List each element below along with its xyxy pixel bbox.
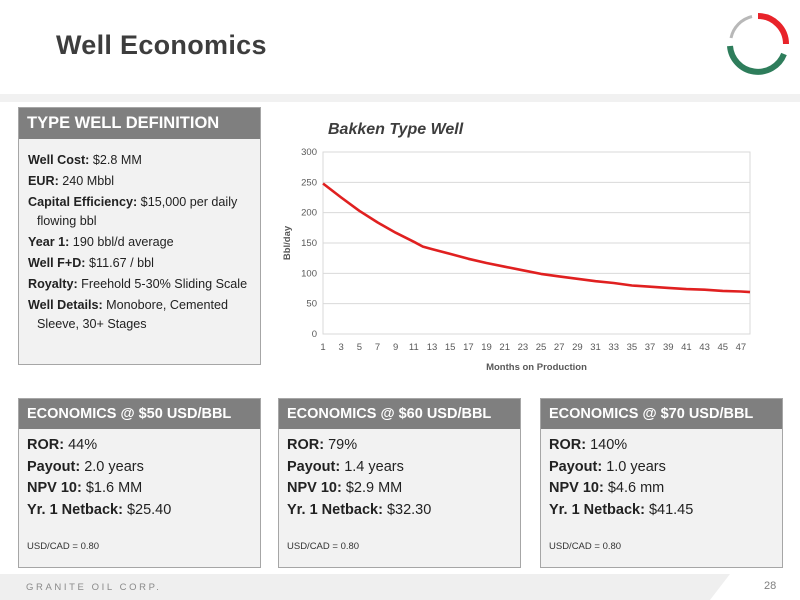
ror-line: ROR: 140%: [549, 437, 628, 453]
type-well-list: Well Cost: $2.8 MM EUR: 240 Mbbl Capital…: [19, 139, 260, 334]
footer-company: GRANITE OIL CORP.: [26, 582, 162, 593]
capital-efficiency-item: Capital Efficiency: $15,000 per daily fl…: [28, 195, 238, 228]
page-number: 28: [764, 580, 777, 592]
x-tick-label: 37: [645, 342, 656, 353]
y-tick-label: 250: [301, 177, 317, 188]
chart-title: Bakken Type Well: [328, 121, 464, 138]
page-title: Well Economics: [56, 30, 267, 60]
y-tick-label: 0: [312, 329, 317, 340]
x-tick-label: 17: [463, 342, 474, 353]
economics-60-heading: ECONOMICS @ $60 USD/BBL: [279, 399, 520, 429]
x-tick-label: 27: [554, 342, 565, 353]
npv-line: NPV 10: $1.6 MM: [27, 480, 143, 496]
economics-60-panel: ECONOMICS @ $60 USD/BBL ROR: 79% Payout:…: [278, 398, 521, 568]
ror-line: ROR: 79%: [287, 437, 358, 453]
type-well-definition-panel: TYPE WELL DEFINITION Well Cost: $2.8 MM …: [18, 107, 261, 365]
x-tick-label: 1: [320, 342, 325, 353]
x-tick-label: 25: [536, 342, 547, 353]
x-tick-label: 39: [663, 342, 674, 353]
economics-70-panel: ECONOMICS @ $70 USD/BBL ROR: 140% Payout…: [540, 398, 783, 568]
netback-line: Yr. 1 Netback: $32.30: [287, 501, 432, 518]
x-tick-label: 29: [572, 342, 583, 353]
x-tick-label: 13: [427, 342, 438, 353]
header-divider: [0, 94, 800, 102]
x-tick-label: 43: [699, 342, 710, 353]
x-tick-label: 11: [409, 342, 419, 353]
y-tick-label: 150: [301, 238, 317, 249]
x-tick-label: 31: [590, 342, 601, 353]
well-details-item: Well Details: Monobore, Cemented Sleeve,…: [28, 298, 228, 331]
eur-item: EUR: 240 Mbbl: [28, 174, 115, 188]
x-tick-label: 41: [681, 342, 692, 353]
x-tick-label: 5: [357, 342, 362, 353]
netback-line: Yr. 1 Netback: $25.40: [27, 501, 172, 518]
x-tick-label: 33: [608, 342, 619, 353]
production-decline-line: [322, 182, 751, 294]
x-axis-label: Months on Production: [486, 362, 587, 373]
y-tick-label: 50: [306, 299, 317, 310]
y-tick-label: 200: [301, 208, 317, 219]
payout-line: Payout: 2.0 years: [27, 458, 144, 475]
fx-note: USD/CAD = 0.80: [27, 541, 100, 552]
y-axis-label: Bbl/day: [282, 225, 293, 260]
payout-line: Payout: 1.4 years: [287, 458, 404, 475]
npv-line: NPV 10: $4.6 mm: [549, 480, 665, 496]
economics-50-heading: ECONOMICS @ $50 USD/BBL: [19, 399, 260, 429]
ror-line: ROR: 44%: [27, 437, 98, 453]
fx-note: USD/CAD = 0.80: [287, 541, 360, 552]
netback-line: Yr. 1 Netback: $41.45: [549, 501, 694, 518]
footer-decoration: [710, 574, 800, 600]
x-tick-label: 9: [393, 342, 398, 353]
granite-logo-icon: [727, 13, 789, 75]
well-cost-item: Well Cost: $2.8 MM: [28, 153, 142, 167]
x-tick-label: 45: [717, 342, 728, 353]
y-tick-label: 100: [301, 268, 317, 279]
x-tick-label: 47: [736, 342, 747, 353]
x-tick-label: 19: [481, 342, 492, 353]
economics-50-panel: ECONOMICS @ $50 USD/BBL ROR: 44% Payout:…: [18, 398, 261, 568]
x-tick-label: 15: [445, 342, 456, 353]
npv-line: NPV 10: $2.9 MM: [287, 480, 403, 496]
fx-note: USD/CAD = 0.80: [549, 541, 622, 552]
logo-green-arc: [727, 45, 787, 75]
year1-item: Year 1: 190 bbl/d average: [28, 235, 174, 249]
economics-70-heading: ECONOMICS @ $70 USD/BBL: [541, 399, 782, 429]
x-tick-label: 35: [627, 342, 638, 353]
type-well-heading: TYPE WELL DEFINITION: [19, 108, 260, 139]
x-tick-label: 21: [499, 342, 510, 353]
footer-band: [0, 574, 800, 600]
well-fd-item: Well F+D: $11.67 / bbl: [28, 256, 154, 270]
logo-red-arc: [757, 13, 789, 45]
x-tick-label: 3: [339, 342, 344, 353]
payout-line: Payout: 1.0 years: [549, 458, 666, 475]
x-tick-label: 7: [375, 342, 380, 353]
x-tick-label: 23: [518, 342, 529, 353]
logo-grey-arc: [729, 15, 753, 39]
y-tick-label: 300: [301, 147, 317, 158]
royalty-item: Royalty: Freehold 5-30% Sliding Scale: [28, 277, 248, 291]
